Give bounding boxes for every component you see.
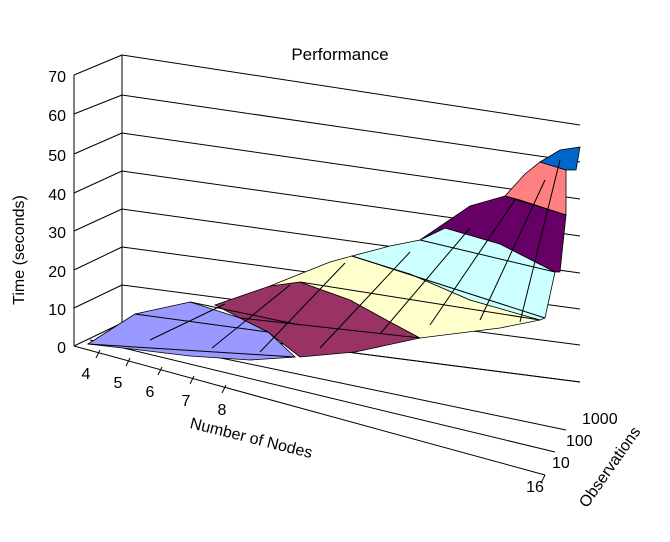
- x-tick-labels: 4 5 6 7 8 16: [82, 366, 544, 496]
- band-40-50: [419, 195, 567, 273]
- depth-tick-labels: 1000 100 10: [552, 411, 618, 472]
- y-tick-label: 20: [48, 264, 66, 281]
- band-0-10: [86, 301, 296, 361]
- y-tick-label: 60: [48, 108, 66, 125]
- surface: [86, 146, 581, 361]
- y-tick-label: 0: [57, 340, 66, 357]
- y-tick-label: 10: [48, 302, 66, 319]
- x-tick-label: 4: [82, 366, 91, 383]
- side-wall-grid: [73, 54, 123, 347]
- band-60-70: [539, 146, 581, 171]
- x-tick-label: 16: [526, 479, 544, 496]
- x-axis-label: Number of Nodes: [188, 415, 314, 462]
- x-tick-label: 6: [146, 384, 155, 401]
- y-tick-label: 30: [48, 225, 66, 242]
- y-tick-labels: 70 60 50 40 30 20 10 0: [48, 69, 66, 357]
- y-axis-label: Time (seconds): [11, 195, 28, 305]
- x-tick-label: 8: [218, 402, 227, 419]
- band-20-30: [269, 255, 541, 339]
- x-axis-ticks: [95, 349, 546, 484]
- x-tick-label: 5: [114, 375, 123, 392]
- y-tick-label: 50: [48, 148, 66, 165]
- chart-title: Performance: [291, 45, 388, 64]
- depth-tick-label: 100: [566, 433, 593, 450]
- y-tick-label: 40: [48, 187, 66, 204]
- y-tick-label: 70: [48, 69, 66, 86]
- depth-tick-label: 10: [552, 455, 570, 472]
- depth-tick-label: 1000: [582, 411, 618, 428]
- surface-mesh: [87, 159, 567, 358]
- x-tick-label: 7: [182, 393, 191, 410]
